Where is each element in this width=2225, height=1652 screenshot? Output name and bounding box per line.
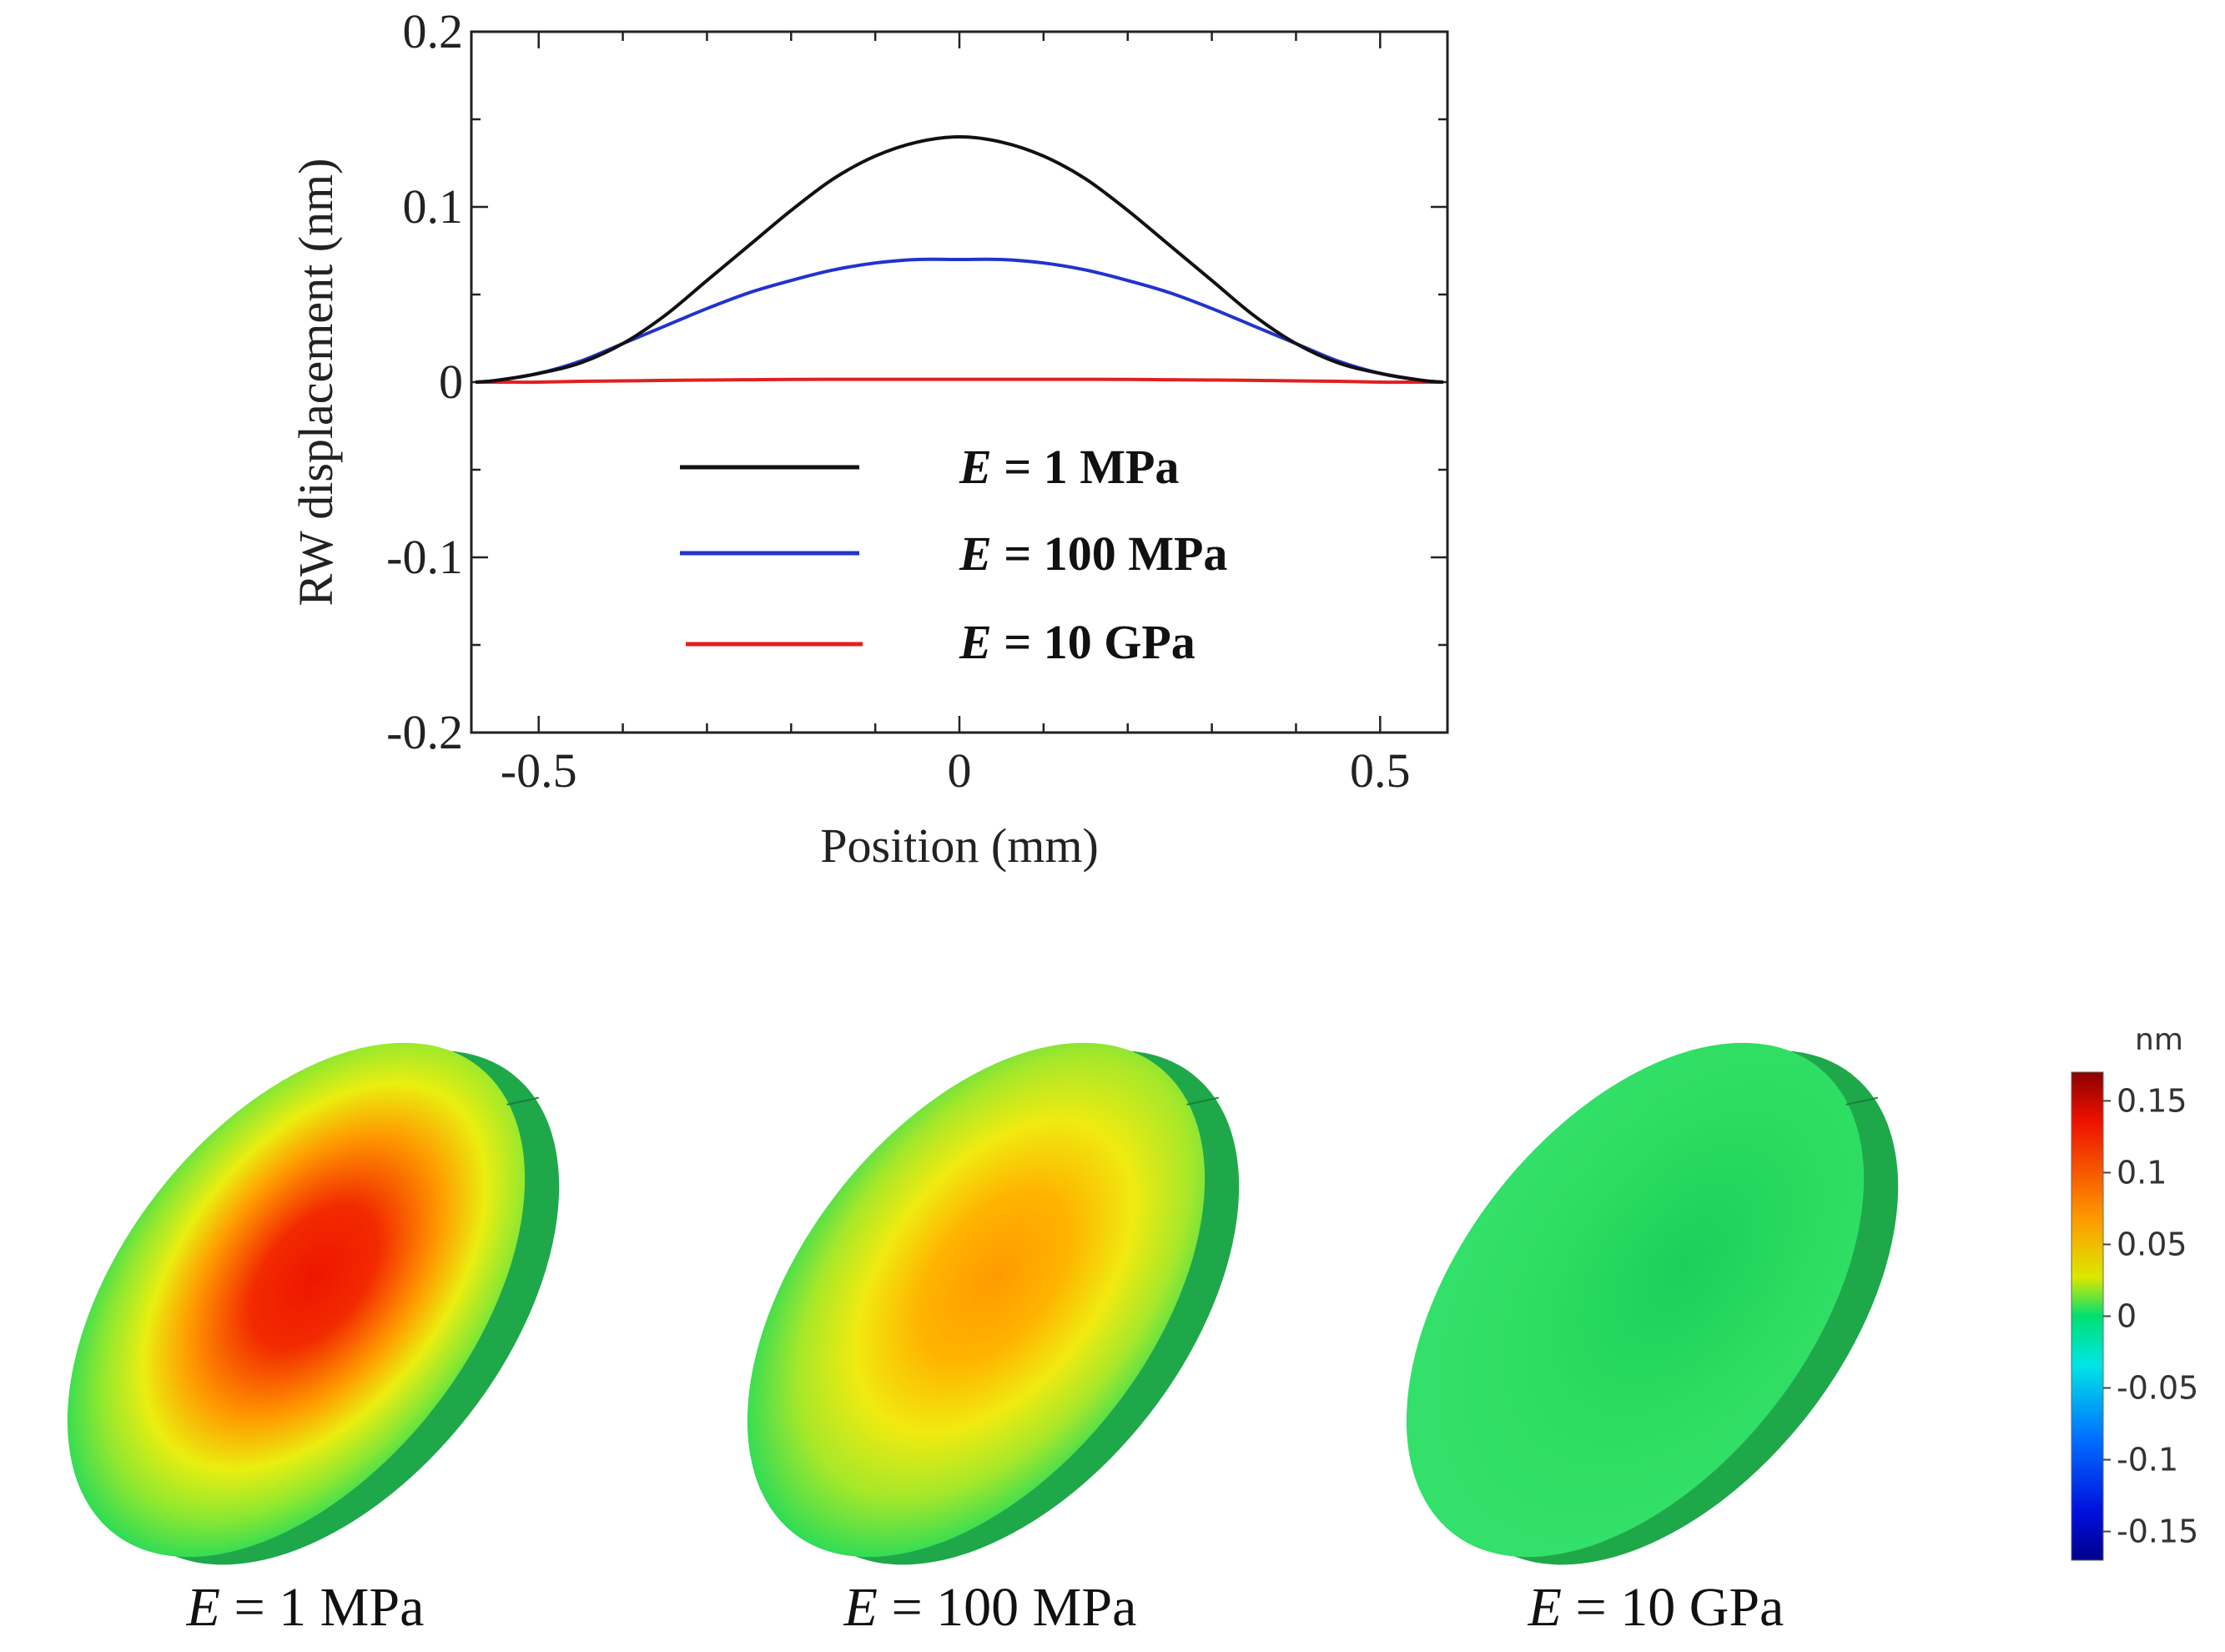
y-tick-label: -0.2 bbox=[386, 705, 463, 759]
colorbar-gradient bbox=[2071, 1071, 2104, 1561]
series-line-1mpa bbox=[475, 135, 1444, 384]
colorbar-ticks: 0.15 0.1 0.05 0 -0.05 -0.1 -0.15 bbox=[2103, 1082, 2198, 1550]
y-tick-label: 0.1 bbox=[403, 179, 464, 234]
x-tick-label: 0 bbox=[948, 743, 972, 798]
legend-label-10gpa: E = 10 GPa bbox=[959, 615, 1196, 669]
series-layer bbox=[475, 135, 1444, 385]
y-tick-label: 0.2 bbox=[403, 4, 464, 58]
map-label-100mpa: E = 100 MPa bbox=[843, 1577, 1137, 1638]
axis-ticks: -0.5 0 0.5 -0.2 -0.1 0 0.1 0.2 bbox=[386, 4, 1447, 798]
legend-label-1mpa: E = 1 MPa bbox=[959, 440, 1179, 494]
displacement-map-100mpa bbox=[747, 1042, 1240, 1565]
colorbar-tick-label: 0.05 bbox=[2117, 1226, 2187, 1262]
colorbar-tick-label: 0.1 bbox=[2117, 1154, 2167, 1191]
y-tick-label: 0 bbox=[439, 355, 463, 409]
map-label-1mpa: E = 1 MPa bbox=[186, 1577, 425, 1638]
colorbar-tick-label: 0.15 bbox=[2117, 1082, 2187, 1119]
y-tick-label: -0.1 bbox=[386, 530, 463, 584]
colorbar-tick-label: 0 bbox=[2117, 1298, 2137, 1335]
disk-face bbox=[1406, 1042, 1865, 1558]
x-tick-label: 0.5 bbox=[1350, 743, 1411, 798]
line-chart: -0.5 0 0.5 -0.2 -0.1 0 0.1 0.2 Position (mm) RW… bbox=[289, 4, 1449, 873]
y-axis-label: RW displacement (nm) bbox=[289, 159, 343, 607]
disk-face bbox=[747, 1042, 1206, 1558]
legend-label-100mpa: E = 100 MPa bbox=[959, 526, 1227, 581]
map-label-10gpa: E = 10 GPa bbox=[1528, 1577, 1785, 1638]
disk-face bbox=[67, 1042, 526, 1558]
displacement-map-1mpa bbox=[67, 1042, 560, 1565]
colorbar-unit: nm bbox=[2135, 1023, 2183, 1057]
series-line-10gpa bbox=[475, 377, 1443, 385]
colorbar-tick-label: -0.1 bbox=[2117, 1442, 2178, 1478]
displacement-map-10gpa bbox=[1406, 1042, 1899, 1565]
x-tick-label: -0.5 bbox=[501, 743, 577, 798]
colorbar-tick-label: -0.15 bbox=[2117, 1513, 2198, 1550]
x-axis-label: Position (mm) bbox=[820, 818, 1099, 873]
colorbar: nm 0.15 0.1 0.05 0 -0.05 -0.1 -0.15 bbox=[2071, 1023, 2198, 1561]
legend: E = 1 MPa E = 100 MPa E = 10 GPa bbox=[680, 440, 1227, 669]
colorbar-tick-label: -0.05 bbox=[2117, 1370, 2198, 1407]
